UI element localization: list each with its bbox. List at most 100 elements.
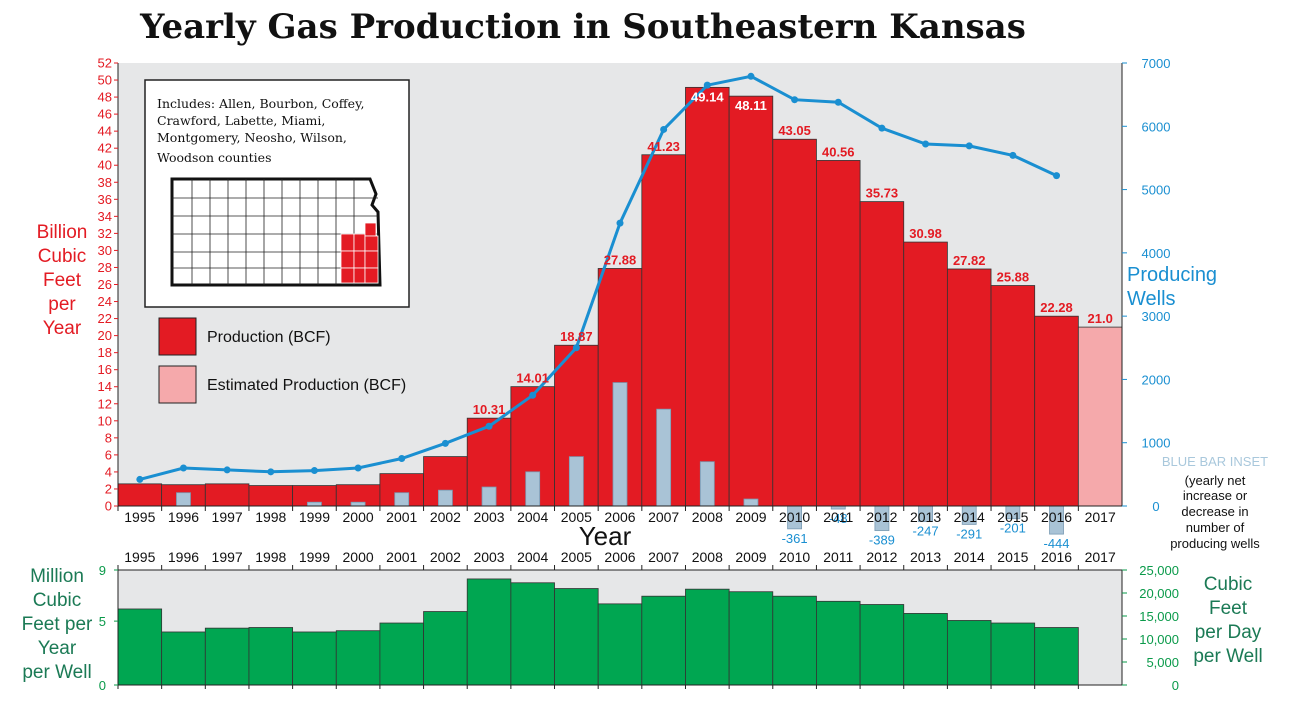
production-bar-label: 22.28 xyxy=(1040,300,1073,315)
legend: Production (BCF) Estimated Production (B… xyxy=(158,317,406,404)
per-well-bar xyxy=(641,595,686,686)
inset-bars: -361 -48 -389 -247 -291 -201 -444 xyxy=(176,382,1070,551)
per-well-bar xyxy=(903,613,948,686)
y2-tick-label: 4000 xyxy=(1142,246,1171,261)
inset-bar xyxy=(699,461,715,507)
per-well-bar xyxy=(117,608,163,686)
bottom-y2-axis-title-line: Feet xyxy=(1209,598,1248,619)
main-axes: 0246810121416182022242628303234363840424… xyxy=(98,56,1171,526)
y-axis-title: Billion Cubic Feet per Year xyxy=(37,222,88,339)
y-tick-label: 20 xyxy=(98,328,112,343)
inset-note-line: (yearly net xyxy=(1185,473,1246,488)
estimated-bar xyxy=(1077,326,1123,507)
y2-axis-title-line: Producing xyxy=(1127,264,1217,286)
bottom-x-tick-label: 2003 xyxy=(473,549,504,565)
production-bar-label: 35.73 xyxy=(866,186,899,201)
bottom-x-tick-label: 2008 xyxy=(692,549,723,565)
kansas-map-icon xyxy=(170,177,382,287)
inset-bar xyxy=(525,471,541,507)
bottom-y-axis-title-line: Year xyxy=(38,638,77,659)
y-tick-label: 2 xyxy=(105,481,112,496)
x-tick-label: 2013 xyxy=(910,509,941,525)
y-tick-label: 46 xyxy=(98,107,112,122)
inset-bar-label: -389 xyxy=(869,533,895,548)
production-bar-label: 10.31 xyxy=(473,402,506,417)
bottom-y-axis-title-line: Million xyxy=(30,566,84,587)
per-well-bar xyxy=(597,603,643,686)
y-tick-label: 26 xyxy=(98,277,112,292)
bottom-x-tick-label: 2005 xyxy=(561,549,592,565)
bottom-y-tick-label: 0 xyxy=(99,678,106,693)
wells-point xyxy=(616,219,624,227)
legend-label-production: Production (BCF) xyxy=(207,329,331,346)
per-well-bar xyxy=(379,622,424,686)
production-bar xyxy=(204,483,250,507)
per-well-bar xyxy=(423,611,468,686)
production-bar xyxy=(685,86,730,507)
y-tick-label: 42 xyxy=(98,141,112,156)
production-bar-label: 48.11 xyxy=(735,98,767,113)
bottom-y-axis-title: Million Cubic Feet per Year per Well xyxy=(22,566,93,683)
y2-tick-label: 5000 xyxy=(1142,183,1171,198)
wells-point xyxy=(747,72,755,80)
inset-bar-label: -247 xyxy=(913,524,939,539)
bottom-x-tick-label: 1996 xyxy=(168,549,199,565)
map-note-line: Includes: Allen, Bourbon, Coffey, xyxy=(157,96,364,111)
inset-note-line: decrease in xyxy=(1181,504,1248,519)
x-tick-label: 1996 xyxy=(168,509,199,525)
y2-axis-title-line: Wells xyxy=(1127,288,1176,310)
x-tick-label: 2011 xyxy=(823,509,853,525)
inset-bar xyxy=(743,498,759,507)
x-tick-label: 2009 xyxy=(735,509,766,525)
bottom-y-axis-title-line: Cubic xyxy=(33,590,82,611)
wells-point xyxy=(878,124,886,132)
inset-bar-label: -361 xyxy=(782,531,808,546)
y2-tick-label: 6000 xyxy=(1142,119,1171,134)
y-axis-title-line: Cubic xyxy=(38,246,87,267)
map-note-line: Woodson counties xyxy=(157,150,271,165)
y-tick-label: 36 xyxy=(98,192,112,207)
x-tick-label: 1997 xyxy=(212,509,243,525)
production-bar-label: 27.88 xyxy=(604,252,637,267)
production-bar-label: 18.87 xyxy=(560,329,593,344)
production-bar-label: 14.01 xyxy=(516,371,549,386)
y-tick-label: 32 xyxy=(98,226,112,241)
inset-bar xyxy=(437,489,453,507)
y-tick-label: 52 xyxy=(98,56,112,71)
y-tick-label: 24 xyxy=(98,294,112,309)
production-bar-label: 25.88 xyxy=(997,270,1030,285)
bottom-x-tick-label: 2004 xyxy=(517,549,548,565)
y-tick-label: 8 xyxy=(105,430,112,445)
bottom-y-axis-title-line: Feet per xyxy=(22,614,93,635)
inset-title: BLUE BAR INSET xyxy=(1162,454,1268,469)
inset-bar-label: -291 xyxy=(956,526,982,541)
x-tick-label: 2017 xyxy=(1085,509,1116,525)
production-bar xyxy=(1034,315,1079,507)
x-tick-label: 2014 xyxy=(954,509,985,525)
production-bar xyxy=(859,201,905,507)
wells-point xyxy=(441,439,449,447)
map-note-line: Montgomery, Neosho, Wilson, xyxy=(157,130,347,145)
per-well-bar xyxy=(248,627,294,686)
map-inset-box: Includes: Allen, Bourbon, Coffey, Crawfo… xyxy=(144,79,410,308)
x-tick-label: 2012 xyxy=(866,509,897,525)
inset-bar xyxy=(568,456,584,507)
wells-point xyxy=(179,464,187,472)
bottom-y2-axis-title-line: per Well xyxy=(1193,646,1262,667)
x-tick-label: 2010 xyxy=(779,509,810,525)
per-well-bar xyxy=(772,595,817,686)
y2-tick-label: 0 xyxy=(1152,499,1159,514)
per-well-axes: 1995 1996 1997 1998 1999 2000 2001 2002 2003 2004… xyxy=(99,549,1179,693)
bottom-y2-tick-label: 10,000 xyxy=(1139,632,1179,647)
x-tick-label: 2006 xyxy=(604,509,635,525)
wells-point xyxy=(965,142,973,150)
per-well-bar xyxy=(466,578,512,686)
bottom-x-tick-label: 1995 xyxy=(124,549,155,565)
inset-bar xyxy=(656,408,672,507)
wells-point xyxy=(791,96,799,104)
production-bar-label: 21.0 xyxy=(1088,311,1113,326)
wells-point xyxy=(922,140,930,148)
wells-point xyxy=(703,81,711,89)
y-axis-title-line: Billion xyxy=(37,222,88,243)
bottom-x-tick-label: 1998 xyxy=(255,549,286,565)
